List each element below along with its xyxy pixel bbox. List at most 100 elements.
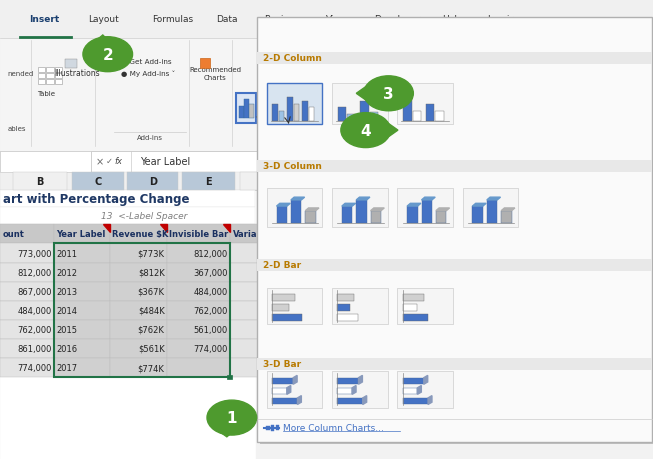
Text: 4: 4 xyxy=(360,123,371,138)
Text: ✓: ✓ xyxy=(106,157,113,166)
Bar xyxy=(54,339,110,358)
Bar xyxy=(413,112,421,121)
Text: 762,000: 762,000 xyxy=(193,306,228,315)
Bar xyxy=(332,188,388,227)
Polygon shape xyxy=(298,396,302,405)
Text: fx: fx xyxy=(115,157,123,166)
Bar xyxy=(338,304,350,311)
Text: 484,000: 484,000 xyxy=(18,306,52,315)
Bar xyxy=(473,207,483,224)
Bar xyxy=(347,115,356,121)
Bar xyxy=(167,358,230,377)
Polygon shape xyxy=(407,204,421,207)
Text: 1: 1 xyxy=(227,410,237,425)
Bar xyxy=(236,94,256,124)
Text: ⊞ Get Add-ins: ⊞ Get Add-ins xyxy=(121,59,172,65)
Bar xyxy=(167,244,230,263)
Polygon shape xyxy=(487,198,501,201)
Polygon shape xyxy=(357,87,366,101)
Bar xyxy=(230,358,298,377)
Bar xyxy=(371,211,381,224)
Bar xyxy=(338,294,355,301)
Bar xyxy=(272,105,278,121)
Bar xyxy=(260,21,653,444)
Polygon shape xyxy=(363,396,367,405)
Bar xyxy=(338,314,358,321)
Bar xyxy=(0,358,54,377)
Text: 2017: 2017 xyxy=(56,363,77,372)
Bar xyxy=(287,98,293,121)
Bar xyxy=(38,80,45,85)
Bar xyxy=(110,244,167,263)
Bar xyxy=(54,358,110,377)
Text: $561K: $561K xyxy=(138,344,165,353)
Text: E: E xyxy=(205,176,212,186)
Bar xyxy=(54,301,110,320)
Bar xyxy=(370,113,379,121)
Bar xyxy=(249,105,254,118)
Bar xyxy=(0,282,54,301)
Bar xyxy=(361,172,387,190)
Bar xyxy=(55,80,62,85)
Text: 3-D Bar: 3-D Bar xyxy=(263,359,301,369)
Text: Review: Review xyxy=(264,15,297,24)
Text: $484K: $484K xyxy=(138,306,165,315)
Text: 3: 3 xyxy=(383,87,394,101)
Bar xyxy=(54,244,110,263)
Bar xyxy=(182,172,235,190)
Text: 278,000: 278,000 xyxy=(262,306,296,315)
Polygon shape xyxy=(424,375,428,384)
Bar xyxy=(422,201,432,224)
Text: $367K: $367K xyxy=(138,287,165,296)
Text: nended: nended xyxy=(8,70,34,77)
Text: $774K: $774K xyxy=(138,363,165,372)
Text: 867,000: 867,000 xyxy=(17,287,52,296)
Bar xyxy=(110,282,167,301)
Bar xyxy=(397,288,453,325)
Bar xyxy=(240,172,344,190)
Polygon shape xyxy=(160,225,167,232)
Circle shape xyxy=(341,113,390,148)
Bar xyxy=(167,301,230,320)
Text: 3D
Map ˅: 3D Map ˅ xyxy=(569,67,590,80)
Bar xyxy=(0,190,255,459)
Bar xyxy=(271,425,274,431)
Text: Variance: Variance xyxy=(232,230,274,239)
Text: Insert: Insert xyxy=(29,15,59,24)
Text: 367,000: 367,000 xyxy=(193,268,228,277)
Polygon shape xyxy=(342,204,356,207)
Polygon shape xyxy=(90,36,115,48)
Bar xyxy=(54,244,230,377)
Bar xyxy=(167,225,230,244)
Text: F: F xyxy=(289,176,295,186)
Bar xyxy=(403,314,428,321)
Text: 2012: 2012 xyxy=(56,268,77,277)
Polygon shape xyxy=(277,204,291,207)
Bar xyxy=(357,201,367,224)
Text: $812K: $812K xyxy=(138,268,165,277)
Text: 762,000: 762,000 xyxy=(17,325,52,334)
Circle shape xyxy=(207,400,257,435)
Bar xyxy=(230,339,298,358)
Text: (201,000): (201,000) xyxy=(256,325,296,334)
Text: art with Percentage Change: art with Percentage Change xyxy=(3,192,190,205)
Bar xyxy=(397,84,453,125)
Bar xyxy=(0,207,255,225)
Circle shape xyxy=(83,38,133,73)
Bar xyxy=(54,282,110,301)
Polygon shape xyxy=(103,225,110,232)
Text: Layout: Layout xyxy=(88,15,119,24)
Text: More Column Charts...: More Column Charts... xyxy=(283,423,383,432)
Bar xyxy=(276,425,279,430)
Text: ×: × xyxy=(96,157,104,167)
Bar xyxy=(257,260,652,272)
Bar xyxy=(110,225,167,244)
Bar xyxy=(267,371,323,408)
Text: ount: ount xyxy=(3,230,24,239)
Polygon shape xyxy=(502,208,515,211)
Bar xyxy=(227,375,232,379)
Text: 2011: 2011 xyxy=(56,249,77,258)
Text: Developer: Developer xyxy=(374,15,421,24)
Bar xyxy=(38,74,45,79)
Polygon shape xyxy=(306,208,319,211)
